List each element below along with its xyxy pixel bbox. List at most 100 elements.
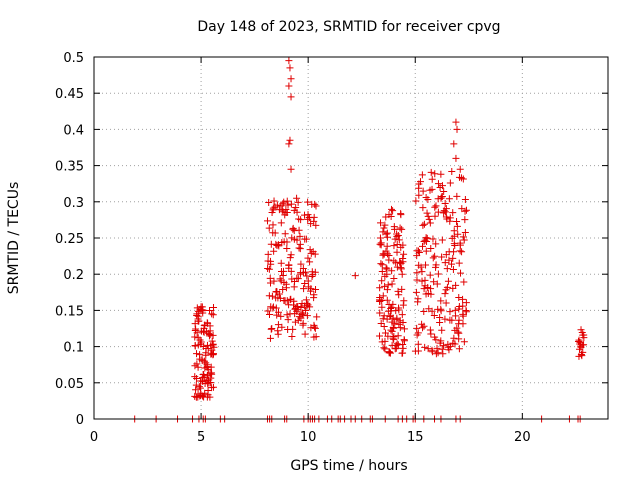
data-point	[445, 256, 453, 264]
data-point	[387, 305, 395, 313]
data-point	[453, 192, 461, 200]
data-point	[378, 277, 386, 285]
data-point	[295, 313, 303, 321]
data-point	[302, 235, 310, 243]
data-point	[287, 165, 295, 173]
data-point	[426, 186, 434, 194]
data-point	[452, 154, 460, 162]
data-point	[578, 352, 586, 360]
data-point	[375, 296, 383, 304]
data-point	[433, 280, 441, 288]
data-point	[192, 381, 200, 389]
data-point	[393, 241, 401, 249]
data-point	[450, 140, 458, 148]
data-point	[392, 259, 400, 267]
data-point	[310, 323, 318, 331]
data-point	[195, 383, 203, 391]
data-point	[293, 236, 301, 244]
data-point	[580, 334, 588, 342]
data-point	[274, 321, 282, 329]
data-point	[399, 258, 407, 266]
data-point	[433, 344, 441, 352]
data-point	[381, 221, 389, 229]
data-point	[265, 310, 273, 318]
data-point	[296, 245, 304, 253]
data-point	[389, 300, 397, 308]
data-point	[424, 290, 432, 298]
data-point	[438, 345, 446, 353]
data-point	[445, 346, 453, 354]
data-point	[272, 294, 280, 302]
data-point	[277, 312, 285, 320]
x-tick-label: 5	[197, 430, 205, 445]
data-point	[441, 199, 449, 207]
y-tick-label: 0.35	[55, 160, 84, 175]
data-point	[379, 315, 387, 323]
data-point	[265, 265, 273, 273]
data-point	[288, 234, 296, 242]
data-point	[283, 245, 291, 253]
data-point	[444, 277, 452, 285]
data-point	[377, 241, 385, 249]
data-point	[432, 240, 440, 248]
data-point	[580, 341, 588, 349]
data-point	[264, 250, 272, 258]
data-point	[378, 268, 386, 276]
data-point	[209, 340, 217, 348]
data-point	[351, 272, 359, 280]
data-point	[451, 340, 459, 348]
data-point	[377, 219, 385, 227]
data-point	[275, 206, 283, 214]
data-point	[399, 301, 407, 309]
data-point	[413, 276, 421, 284]
data-point	[390, 242, 398, 250]
data-point	[294, 275, 302, 283]
data-point	[395, 320, 403, 328]
data-point	[377, 260, 385, 268]
data-point	[388, 280, 396, 288]
data-point	[378, 338, 386, 346]
data-point	[419, 221, 427, 229]
data-point	[287, 267, 295, 275]
data-point	[454, 328, 462, 336]
data-point	[413, 269, 421, 277]
data-point	[297, 216, 305, 224]
data-point	[306, 287, 314, 295]
data-point	[307, 249, 315, 257]
data-point	[441, 208, 449, 216]
data-point	[286, 310, 294, 318]
data-point	[191, 373, 199, 381]
data-point	[264, 307, 272, 315]
data-point	[459, 312, 467, 320]
data-point	[376, 332, 384, 340]
data-point	[297, 260, 305, 268]
data-point	[265, 292, 273, 300]
data-point	[395, 291, 403, 299]
data-point	[393, 263, 401, 271]
data-point	[275, 308, 283, 316]
data-point	[432, 350, 440, 358]
data-point	[439, 350, 447, 358]
data-point	[436, 313, 444, 321]
data-point	[383, 233, 391, 241]
axis-ticks: 0 0.05 0.1 0.15 0.2 0.25 0.3 0.35 0.4 0.45 0.5 0 5 10…	[55, 51, 608, 445]
data-point	[289, 325, 297, 333]
x-tick-label: 0	[90, 430, 98, 445]
data-point	[452, 118, 460, 126]
data-point	[411, 347, 419, 355]
data-point	[273, 201, 281, 209]
data-point	[396, 324, 404, 332]
data-point	[459, 320, 467, 328]
data-point	[450, 334, 458, 342]
data-point	[462, 306, 470, 314]
data-point	[385, 348, 393, 356]
data-point	[391, 235, 399, 243]
data-point	[290, 283, 298, 291]
data-point	[428, 175, 436, 183]
data-point	[418, 268, 426, 276]
data-point	[459, 295, 467, 303]
data-point	[273, 242, 281, 250]
data-point	[266, 279, 274, 287]
data-point	[194, 363, 202, 371]
data-point	[301, 330, 309, 338]
